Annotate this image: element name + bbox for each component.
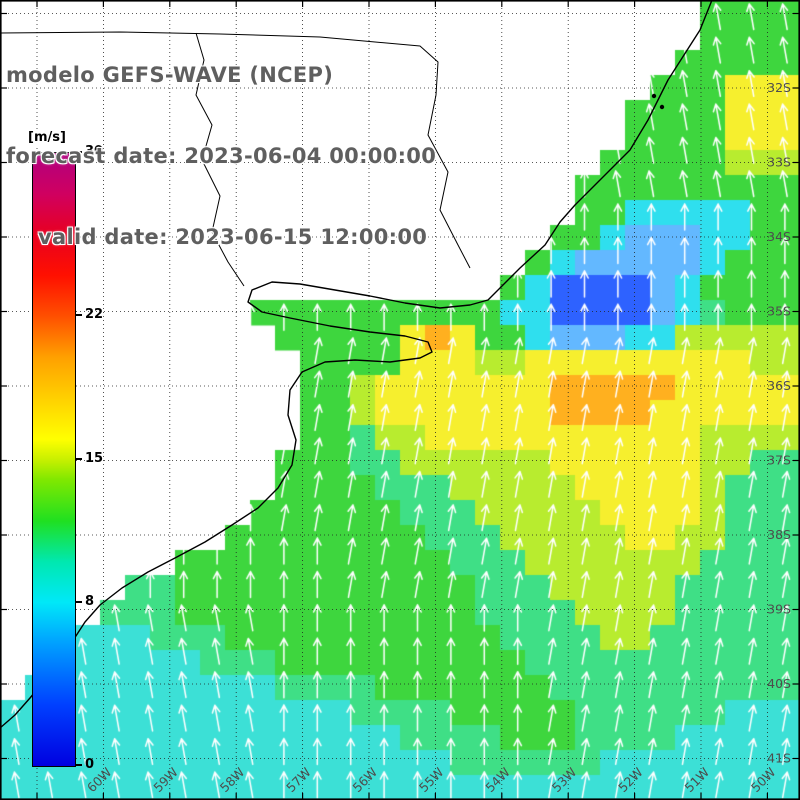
longitude-label: 54W [482,765,513,796]
colorbar-tick-label: 15 [85,450,104,466]
river-border-line [195,32,245,287]
colorbar-unit-label: [m/s] [26,130,68,145]
colorbar-tick-mark [75,314,82,317]
latitude-label: 32S [767,80,791,95]
colorbar: [m/s] 30 22 15 8 0 [26,130,160,785]
colorbar-tick-label: 8 [85,593,95,609]
valid-date: valid date: 2023-06-15 12:00:00 [38,225,428,249]
latitude-label: 41S [767,751,791,766]
colorbar-tick-mark [75,151,82,153]
latitude-label: 37S [767,453,791,468]
latitude-label: 33S [767,155,791,170]
latitude-label: 36S [767,378,791,393]
coastline [0,0,713,729]
longitude-label: 52W [615,765,646,796]
colorbar-tick-label: 0 [85,757,95,772]
island-dot [659,104,665,110]
forecast-date: forecast date: 2023-06-04 00:00:00 [6,144,437,168]
longitude-label: 58W [217,765,248,796]
longitude-label: 56W [350,765,381,796]
longitude-label: 55W [416,765,447,796]
latitude-label: 40S [767,676,791,691]
island-dot [651,93,657,99]
latitude-label: 34S [767,229,791,244]
longitude-label: 51W [682,765,713,796]
colorbar-tick-mark [75,457,82,460]
latitude-label: 38S [767,527,791,542]
longitude-label: 57W [283,765,314,796]
colorbar-tick-label: 30 [85,144,104,159]
river-border-line [0,31,471,269]
latitude-label: 35S [767,304,791,319]
longitude-label: 50W [748,765,779,796]
latitude-label: 39S [767,602,791,617]
colorbar-tick-mark [75,600,82,603]
colorbar-tick-mark [75,764,82,766]
model-title: modelo GEFS-WAVE (NCEP) [6,63,334,87]
longitude-label: 53W [549,765,580,796]
title-block: modelo GEFS-WAVE (NCEP) forecast date: 2… [6,8,436,305]
colorbar-tick-label: 22 [85,307,104,323]
colorbar-gradient [32,152,76,767]
